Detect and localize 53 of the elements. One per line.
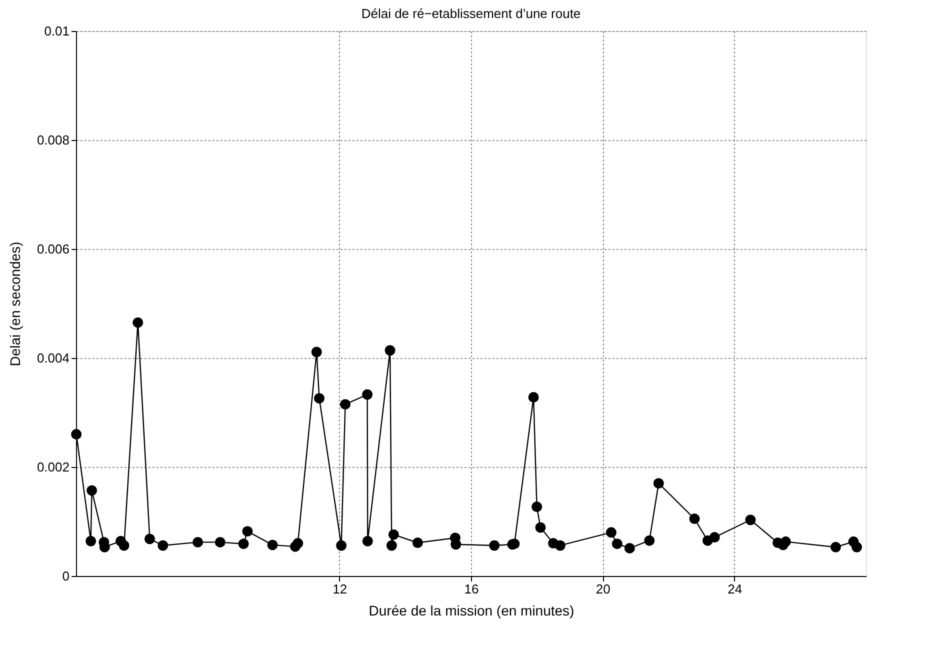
point (86, 485, 98, 496)
point (532, 502, 542, 512)
y-axis-title: Delai (en secondes) (6, 242, 23, 366)
point (86, 536, 96, 546)
point (242, 526, 253, 537)
point (158, 540, 168, 551)
point (144, 534, 155, 544)
point (489, 540, 500, 551)
point (830, 542, 841, 552)
point (606, 527, 616, 538)
point (336, 540, 347, 551)
point (292, 538, 304, 549)
point (384, 345, 396, 356)
y-tick-label: 0.01 (44, 24, 70, 38)
point (852, 542, 862, 552)
point (689, 514, 700, 524)
point (192, 536, 204, 548)
y-tick-label: 0.004 (36, 350, 70, 366)
point (267, 540, 278, 550)
point (132, 317, 144, 328)
point (612, 538, 622, 550)
point (412, 538, 423, 548)
point (528, 392, 539, 402)
point (386, 540, 397, 551)
point (624, 542, 635, 554)
point (118, 540, 130, 551)
point (71, 429, 82, 440)
x-tick-label: 12 (332, 582, 348, 596)
point (554, 540, 566, 551)
point (709, 532, 720, 543)
point (644, 535, 655, 546)
y-tick-label: 0 (62, 568, 70, 584)
point (362, 389, 373, 400)
point (535, 522, 546, 533)
y-tick-label: 0.002 (36, 460, 70, 474)
chart-title: Délai de ré−etablissement d’une route (361, 6, 581, 21)
point (314, 393, 324, 404)
point (214, 536, 226, 548)
x-tick-label: 16 (464, 582, 479, 596)
point (362, 536, 373, 546)
point (745, 514, 756, 526)
point (653, 478, 664, 489)
y-tick-label: 0.006 (36, 242, 70, 256)
point (340, 399, 350, 410)
point (311, 346, 322, 358)
point (450, 539, 462, 550)
y-tick-label: 0.008 (36, 132, 70, 148)
x-tick-label: 20 (596, 582, 610, 596)
x-axis-title: Durée de la mission (en minutes) (368, 602, 574, 618)
x-tick-label: 24 (728, 582, 742, 596)
point (388, 529, 399, 540)
point (238, 538, 249, 550)
point (780, 536, 791, 547)
